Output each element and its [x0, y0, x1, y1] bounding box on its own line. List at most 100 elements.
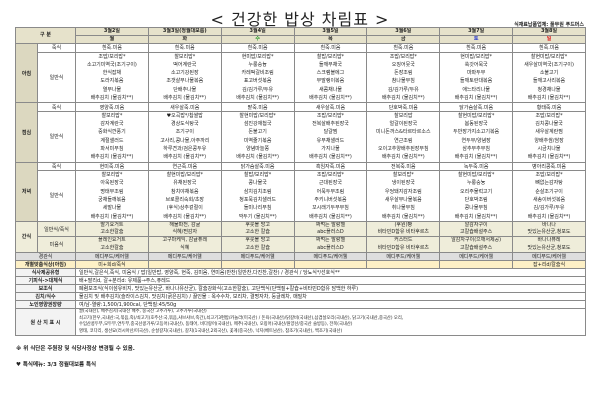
weekday-header: 월: [75, 35, 149, 44]
lunch-general-menu: 조밥/보리밥* 전복살배추된장국 달걀찜 유부채샐러드 가지나물 배추김치 (물김치**): [293, 110, 368, 163]
menu-item: 양념마늘쫑: [246, 145, 270, 152]
menu-item: 김/김가루/두유: [242, 86, 274, 93]
menu-item: 배추김치 (물김치**): [527, 94, 571, 101]
menu-item: 배추김치 (물김치**): [381, 213, 425, 220]
menu-item: 얼갈이된장국: [389, 121, 418, 128]
dinner-porridge: 닭가슴살죽.미음: [220, 161, 295, 172]
menu-item: 참치야채볶음: [170, 188, 199, 195]
date-header: 3월8일: [512, 27, 586, 36]
date-header: 3월4일: [220, 27, 295, 36]
menu-item: 찰보리밥*: [101, 112, 123, 119]
menu-item: 쌀(국내산), 배추김치(국내산 배추, 중국산 고추가루), 고추가루(국내산…: [79, 309, 207, 315]
menu-item: 현미밥/보리밥*: [241, 53, 274, 60]
weekday-header: 일: [512, 35, 586, 44]
avoid-substitute-label: 기피식->대체식: [14, 276, 77, 286]
menu-item: (후식)상추겉절이: [166, 205, 203, 212]
individual-meal: [366, 260, 441, 270]
menu-item: 짜먹는 말랑젤: [315, 237, 346, 244]
menu-item: 찰현미밥/보리밥*: [457, 172, 495, 179]
menu-item: 양배추쌈/쌈장: [534, 137, 564, 144]
dinner-general-menu: 찰보리밥* 냉이된장국 우엉돼지감자조림 새우살무나물볶음 취나물무침 배추김치 (물김치…: [366, 170, 441, 222]
breakfast-porridge: 흰죽.미음: [366, 43, 441, 53]
menu-item: 찰보리밥*: [392, 172, 414, 179]
menu-item: 조기구이: [175, 129, 194, 136]
porridge-label: 죽식: [36, 161, 77, 172]
menu-item: 깍두기 (물김치**): [238, 213, 277, 220]
menu-item: 콩나물국: [248, 180, 267, 187]
menu-item: 고칼슘배설주스: [460, 229, 493, 236]
menu-item: 도라지볶음: [100, 78, 124, 85]
menu-item: 배추김치 (물김치**): [381, 94, 425, 101]
menu-item: 찰현미밥/보리밥*: [457, 112, 495, 119]
menu-item: 오징어뭇국: [391, 61, 415, 68]
menu-item: 미역줄기볶음: [243, 137, 272, 144]
individual-meal: 잡+리d/칼슘식: [512, 260, 586, 270]
lunch-general-menu: 조밥/보리밥* 김치콩나물국 새우살계란찜 양배추쌈/쌈장 시금치나물 배추김치 (물김치…: [512, 110, 586, 163]
menu-item: 누룽숭늉: [466, 180, 486, 187]
menu-item: 청경채나물: [537, 86, 561, 93]
page-title: < 건강한 밥상 차림표 >: [210, 10, 390, 29]
menu-item: 새우살미역국(조기구이): [524, 61, 574, 68]
kimchi-water-label: 김치/식수: [14, 292, 77, 302]
menu-item: 배추김치 (물김치**): [236, 154, 279, 161]
weekday-header: 토: [439, 35, 514, 44]
menu-item: 가지나물: [321, 145, 340, 152]
dinner-general-menu: 찰밥/보리밥* 콩나물국 삼치김치조림 청포묵김치샐러드 돌미나리무침 깍두기 (물김치*…: [220, 170, 295, 222]
menu-item: 딸기요거트: [100, 221, 124, 228]
snack-liquid-menu: 후룻볼 망고 고소한 칼슘: [220, 236, 295, 254]
menu-item: 한식잡채: [102, 70, 122, 77]
menu-item: 식혜/찐감자: [172, 229, 198, 236]
breakfast-porridge: 흰죽.미음: [439, 43, 514, 53]
menu-item: 고소한 칼슘: [245, 229, 270, 236]
snack-general-menu: 바나나 맛있는유산균,청포도: [512, 220, 586, 238]
menu-item: 배추김치 (물김치**): [163, 154, 207, 161]
snack-general-menu: 딸기요거트 고소한칼슘: [75, 220, 149, 238]
menu-item: 단배추나물: [173, 86, 197, 93]
porridge-label: 죽식: [36, 102, 77, 112]
dinner-porridge: 연근죽.미음: [147, 161, 222, 172]
menu-item: 고소한 칼슘: [245, 244, 270, 251]
menu-item: 배추김치 (물김치**): [381, 154, 425, 161]
menu-item: 해물파전, 감귤: [169, 221, 201, 228]
menu-item: 섬진강재첩국: [243, 121, 272, 128]
menu-item: 소불고기: [539, 70, 559, 77]
menu-item: 배추김치 (물김치**): [309, 154, 352, 161]
menu-item: 배추김치 (물김치**): [236, 94, 279, 101]
general-label: 일반식: [36, 170, 77, 222]
dinner-general-menu: 조밥/보리밥* 뼈없는감자탕 순살조기구이 새송이버섯볶음 김/김가루/두유 배추김치 (…: [512, 170, 586, 222]
change-note: ※ 위 식단은 주원장 및 식당사정상 변경될 수 있음.: [16, 346, 135, 352]
tube-feed: 메디푸드/케어웰: [366, 252, 441, 262]
meal-plan-table: 구 분 3월2일 3월3일(정월대보름) 3월4일 3월5일 3월6일 3월7일 3월8일 월 화…: [14, 27, 586, 337]
menu-item: 세발나물: [102, 205, 122, 212]
menu-item: 찰현미밥/보리밥*: [166, 172, 203, 179]
menu-item: 열무나물: [102, 86, 122, 93]
menu-item: ♥오곡밥*/찹쌀밥: [166, 112, 203, 119]
lunch-general-menu: 찰현미밥/보리밥* 섬진강재첩국 돈불고기 미역줄기볶음 양념마늘쫑 배추김치 (물김치*…: [220, 110, 295, 163]
tube-feed: 메디푸드/케어웰: [220, 252, 295, 262]
weekday-header: 화: [147, 35, 222, 44]
menu-item: abc플러스D: [317, 244, 344, 251]
menu-item: 전복살배추된장국: [312, 121, 349, 128]
menu-item: 미니돈까스&타르타르소스: [376, 129, 431, 136]
snack-liquid-menu: 플레인요거트 고소한칼슘: [75, 236, 149, 254]
dinner-general-menu: 찰현미밥/보리밥* 누룽숭늉 오리주물럭고기 단호박조림 콩나물무침 배추김치 (물김치*…: [439, 170, 514, 222]
menu-item: 단호박조림: [464, 196, 488, 203]
menu-item: 배추김치 (물김치**): [90, 213, 134, 220]
menu-item: 연두부/양념장: [461, 137, 491, 144]
menu-item: 찰보리밥*: [174, 53, 196, 60]
menu-item: 삼치김치조림: [243, 188, 272, 195]
dinner-porridge: 녹두죽.미음: [439, 161, 514, 172]
menu-item: 맛있는유산균,청포도: [527, 244, 571, 251]
dinner-porridge: 전복죽.미음: [366, 161, 441, 172]
snack-liquid-menu: 짜먹는 말랑젤 abc플러스D: [293, 236, 368, 254]
menu-item: 청포묵김치샐러드: [239, 196, 277, 203]
menu-item: 김/김가루/두유: [533, 205, 565, 212]
general-label: 일반식: [36, 110, 77, 163]
menu-item: 들깨무채국: [318, 61, 342, 68]
menu-item: 김치콩나물국: [535, 121, 563, 128]
menu-item: 주키니버섯볶음: [314, 196, 347, 203]
menu-item: 쑥갓어묵국: [464, 61, 488, 68]
menu-item: 봄동된장국: [464, 121, 488, 128]
tube-feed: 메디푸드/케어웰: [439, 252, 514, 262]
meal-types-text: 일반식,갈은식,죽식, 미음식 / 밥(일반밥, 영양죽, 현죽, 김미음, 연…: [75, 268, 586, 278]
